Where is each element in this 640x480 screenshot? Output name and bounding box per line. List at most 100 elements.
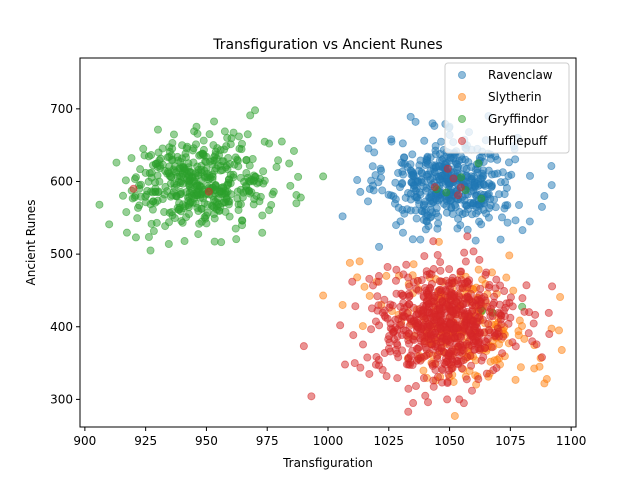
data-point <box>292 199 301 208</box>
data-point <box>414 354 423 363</box>
data-point <box>457 173 466 182</box>
data-point <box>461 257 470 266</box>
data-point <box>403 205 412 214</box>
data-point <box>233 155 242 164</box>
data-point <box>374 272 383 281</box>
data-point <box>405 360 414 369</box>
data-point <box>467 162 476 171</box>
series-ravenclaw <box>338 112 556 251</box>
data-point <box>189 144 198 153</box>
data-point <box>412 325 421 334</box>
data-point <box>419 366 428 375</box>
data-point <box>511 375 520 384</box>
data-point <box>289 146 298 155</box>
data-point <box>180 166 189 175</box>
data-point <box>378 186 387 195</box>
data-point <box>382 271 391 280</box>
data-point <box>482 369 491 378</box>
data-point <box>180 237 189 246</box>
data-point <box>423 308 432 317</box>
data-point <box>199 136 208 145</box>
data-point <box>112 158 121 167</box>
data-point <box>136 180 145 189</box>
data-point <box>95 200 104 209</box>
data-point <box>349 331 358 340</box>
data-point <box>210 237 219 246</box>
data-point <box>197 161 206 170</box>
data-point <box>231 224 240 233</box>
data-point <box>405 300 414 309</box>
data-point <box>225 159 234 168</box>
data-point <box>181 153 190 162</box>
data-point <box>514 331 523 340</box>
data-point <box>367 304 376 313</box>
data-point <box>435 294 444 303</box>
data-point <box>129 184 138 193</box>
data-point <box>383 314 392 323</box>
data-point <box>490 356 499 365</box>
data-point <box>452 339 461 348</box>
data-point <box>193 203 202 212</box>
data-point <box>167 207 176 216</box>
data-point <box>368 281 377 290</box>
data-point <box>477 220 486 229</box>
data-point <box>232 235 241 244</box>
data-point <box>454 214 463 223</box>
data-point <box>265 206 274 215</box>
data-point <box>518 226 527 235</box>
data-point <box>131 191 140 200</box>
data-point <box>205 130 214 139</box>
data-point <box>495 300 504 309</box>
data-point <box>146 200 155 209</box>
data-point <box>454 191 463 200</box>
data-point <box>460 248 469 257</box>
data-point <box>131 233 140 242</box>
data-point <box>556 293 565 302</box>
data-point <box>404 384 413 393</box>
data-point <box>153 125 162 134</box>
data-point <box>222 142 231 151</box>
data-point <box>174 156 183 165</box>
data-point <box>184 210 193 219</box>
data-point <box>484 326 493 335</box>
data-point <box>364 197 373 206</box>
data-point <box>353 176 362 185</box>
data-point <box>394 203 403 212</box>
data-point <box>356 363 365 372</box>
data-point <box>168 138 177 147</box>
data-point <box>453 224 462 233</box>
data-point <box>221 190 230 199</box>
data-point <box>259 179 268 188</box>
data-point <box>447 334 456 343</box>
data-point <box>392 221 401 230</box>
x-tick-label: 1050 <box>434 434 465 448</box>
data-point <box>477 356 486 365</box>
data-point <box>554 326 563 335</box>
data-point <box>501 178 510 187</box>
data-point <box>319 172 328 181</box>
data-point <box>423 297 432 306</box>
data-point <box>406 112 415 121</box>
data-point <box>544 308 553 317</box>
data-point <box>458 346 467 355</box>
data-point <box>398 139 407 148</box>
data-point <box>433 354 442 363</box>
data-point <box>259 167 268 176</box>
data-point <box>463 225 472 234</box>
data-point <box>225 212 234 221</box>
data-point <box>457 364 466 373</box>
data-point <box>404 353 413 362</box>
data-point <box>208 172 217 181</box>
data-point <box>450 278 459 287</box>
data-point <box>105 220 114 229</box>
data-point <box>508 302 517 311</box>
data-point <box>474 375 483 384</box>
data-point <box>430 183 439 192</box>
data-point <box>371 317 380 326</box>
data-point <box>514 200 523 209</box>
data-point <box>474 159 483 168</box>
data-point <box>410 181 419 190</box>
data-point <box>234 162 243 171</box>
data-point <box>407 170 416 179</box>
data-point <box>453 356 462 365</box>
